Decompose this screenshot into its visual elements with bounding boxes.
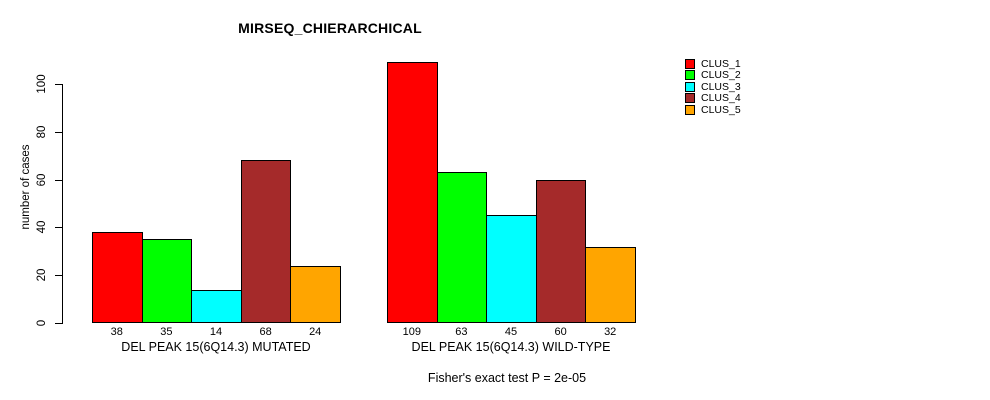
bar-value-label: 14 bbox=[209, 326, 223, 338]
legend-label: CLUS_1 bbox=[701, 57, 741, 70]
y-tick-mark bbox=[55, 131, 62, 133]
bar-clus_3-group2 bbox=[486, 215, 537, 323]
legend-item-clus_2: CLUS_2 bbox=[685, 70, 741, 82]
y-tick-label: 20 bbox=[36, 268, 48, 282]
legend-item-clus_3: CLUS_3 bbox=[685, 81, 741, 93]
y-axis-line bbox=[62, 84, 63, 324]
bar-clus_5-group1 bbox=[290, 265, 341, 323]
bar-clus_3-group1 bbox=[191, 289, 242, 323]
legend-label: CLUS_5 bbox=[701, 103, 741, 116]
group-label-2: DEL PEAK 15(6Q14.3) WILD-TYPE bbox=[411, 340, 611, 354]
bar-value-label: 24 bbox=[309, 326, 322, 338]
group-label-1: DEL PEAK 15(6Q14.3) MUTATED bbox=[121, 340, 311, 354]
bar-clus_1-group1 bbox=[92, 232, 143, 323]
y-tick-mark bbox=[55, 227, 62, 229]
y-tick-label: 40 bbox=[36, 220, 48, 234]
bar-value-label: 35 bbox=[160, 326, 173, 338]
legend-swatch-icon bbox=[685, 58, 695, 69]
bar-value-label: 68 bbox=[259, 326, 272, 338]
bar-clus_4-group1 bbox=[240, 160, 292, 323]
y-tick-mark bbox=[55, 179, 62, 181]
bar-clus_5-group2 bbox=[585, 246, 636, 323]
bar-value-label: 32 bbox=[604, 326, 617, 338]
legend-item-clus_4: CLUS_4 bbox=[685, 93, 741, 105]
bar-clus_2-group1 bbox=[141, 239, 193, 323]
y-tick-label: 100 bbox=[36, 74, 48, 94]
legend-item-clus_1: CLUS_1 bbox=[685, 58, 741, 70]
legend-swatch-icon bbox=[685, 104, 695, 115]
y-tick-mark bbox=[55, 84, 62, 85]
bar-value-label: 60 bbox=[554, 326, 567, 338]
y-tick-label: 80 bbox=[36, 125, 48, 139]
legend-label: CLUS_2 bbox=[701, 69, 741, 81]
legend-swatch-icon bbox=[685, 81, 695, 92]
footnote-fisher-test: Fisher's exact test P = 2e-05 bbox=[427, 371, 587, 385]
legend-swatch-icon bbox=[685, 70, 695, 81]
legend-label: CLUS_4 bbox=[701, 92, 741, 104]
legend-swatch-icon bbox=[685, 93, 695, 104]
bar-clus_4-group2 bbox=[535, 179, 587, 323]
bar-clus_1-group2 bbox=[387, 62, 438, 323]
legend-item-clus_5: CLUS_5 bbox=[685, 104, 741, 116]
legend-label: CLUS_3 bbox=[701, 80, 741, 93]
y-tick-label: 60 bbox=[36, 173, 48, 186]
bar-clus_2-group2 bbox=[436, 172, 488, 323]
y-tick-label: 0 bbox=[36, 319, 48, 327]
bar-value-label: 109 bbox=[402, 326, 421, 338]
bar-value-label: 38 bbox=[110, 326, 123, 338]
bar-value-label: 63 bbox=[455, 326, 468, 338]
chart-title: MIRSEQ_CHIERARCHICAL bbox=[238, 20, 422, 36]
y-tick-mark bbox=[55, 323, 62, 324]
y-axis-label: number of cases bbox=[20, 144, 32, 230]
legend: CLUS_1 CLUS_2 CLUS_3 CLUS_4 CLUS_5 bbox=[685, 58, 741, 116]
y-tick-mark bbox=[55, 275, 62, 277]
bar-value-label: 45 bbox=[504, 326, 518, 338]
